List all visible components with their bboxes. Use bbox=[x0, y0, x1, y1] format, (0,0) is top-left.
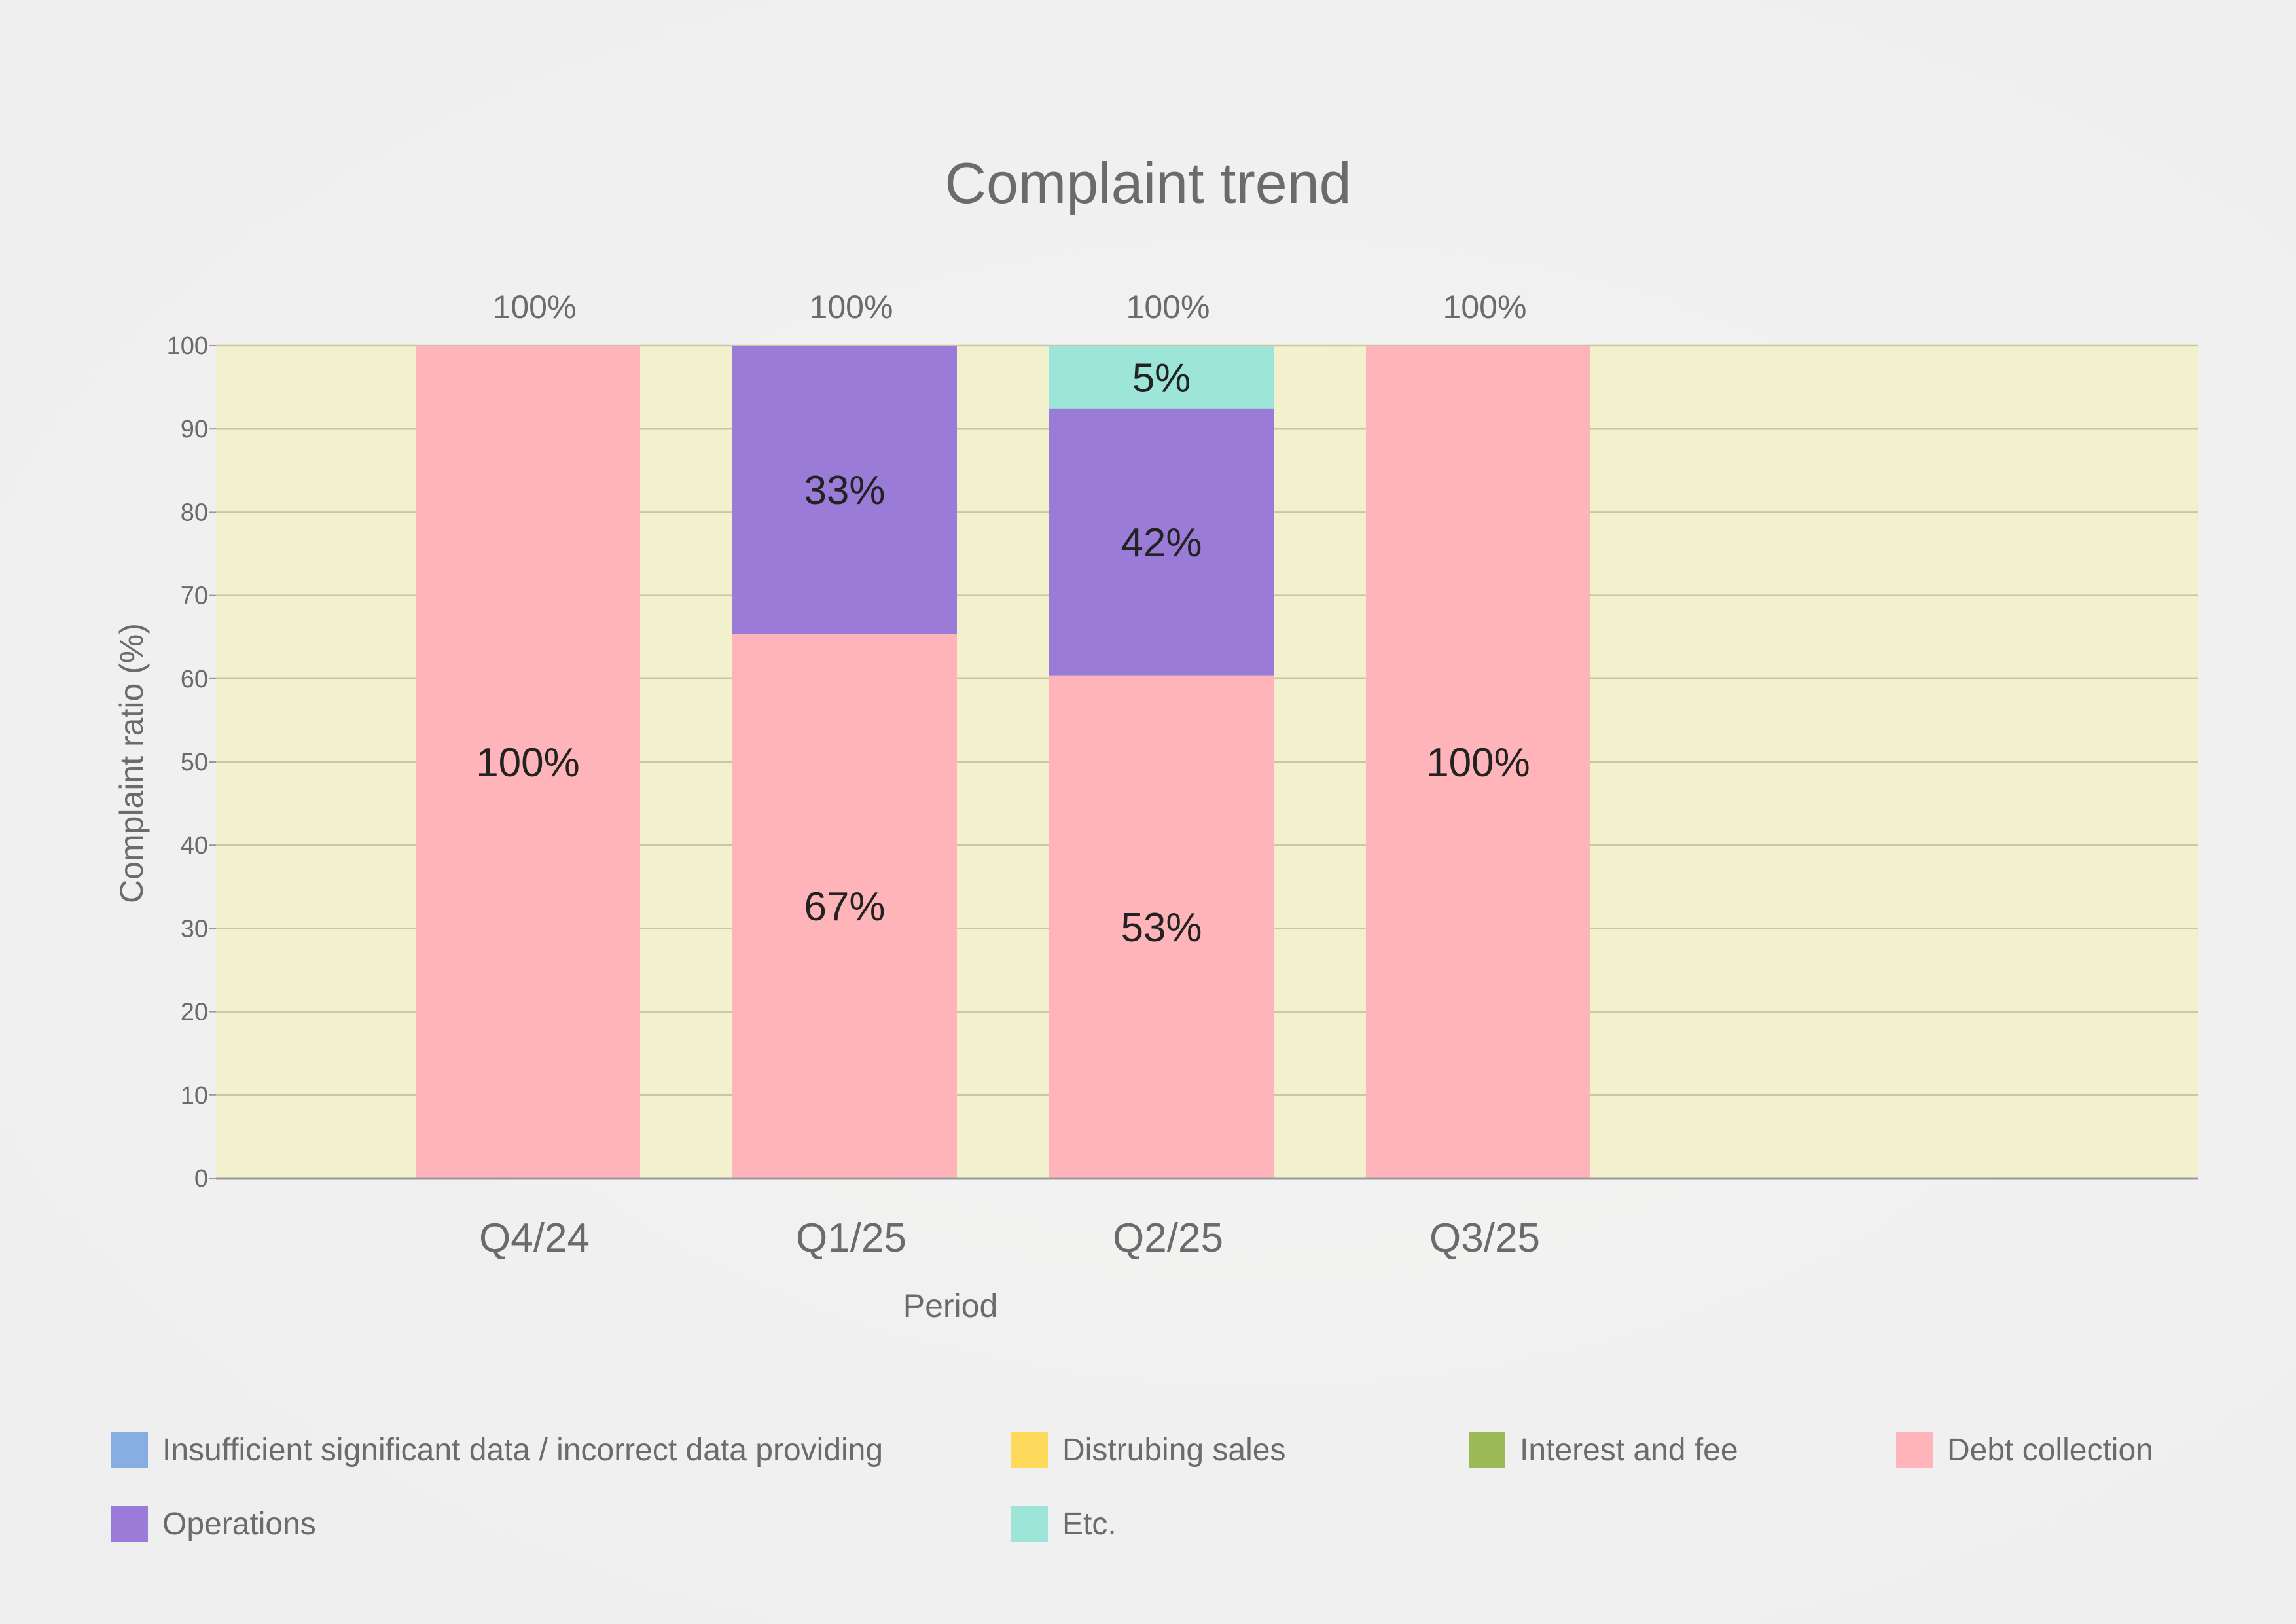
total-label: 100% bbox=[1443, 289, 1527, 325]
bar-segment bbox=[1049, 346, 1274, 409]
data-label: 100% bbox=[1426, 740, 1530, 785]
y-tick-label: 30 bbox=[181, 915, 208, 943]
x-tick-label: Q4/24 bbox=[479, 1216, 590, 1261]
legend-swatch bbox=[1011, 1432, 1048, 1468]
bar-segment bbox=[1049, 408, 1274, 676]
x-axis-title: Period bbox=[903, 1288, 998, 1324]
bar-segment bbox=[1049, 675, 1274, 1178]
total-label: 100% bbox=[493, 289, 577, 325]
y-axis-title: Complaint ratio (%) bbox=[113, 623, 150, 903]
y-tick-label: 0 bbox=[194, 1165, 208, 1193]
axes: 0 10 20 30 40 50 60 70 80 90 100 Q4/24 Q1/25 Q2/25 Q3/… bbox=[167, 333, 2198, 1261]
legend: Insufficient significant data / incorrec… bbox=[111, 1432, 2153, 1542]
legend-swatch bbox=[1011, 1506, 1048, 1542]
y-tick-label: 100 bbox=[167, 333, 208, 360]
legend-swatch bbox=[1469, 1432, 1505, 1468]
legend-label: Etc. bbox=[1062, 1507, 1117, 1542]
bar-segment bbox=[416, 346, 640, 1178]
x-tick-label: Q1/25 bbox=[796, 1216, 906, 1261]
x-tick-label: Q3/25 bbox=[1429, 1216, 1540, 1261]
y-tick-label: 50 bbox=[181, 749, 208, 776]
legend-label: Distrubing sales bbox=[1062, 1433, 1285, 1468]
legend-swatch bbox=[1896, 1432, 1933, 1468]
data-label: 33% bbox=[804, 468, 885, 513]
y-tick-label: 70 bbox=[181, 583, 208, 610]
x-tick-label: Q2/25 bbox=[1113, 1216, 1223, 1261]
total-label: 100% bbox=[810, 289, 893, 325]
data-label: 67% bbox=[804, 884, 885, 929]
bar-segment bbox=[732, 346, 957, 634]
bars bbox=[416, 346, 1590, 1178]
data-label: 42% bbox=[1121, 520, 1202, 566]
data-label: 5% bbox=[1132, 355, 1191, 401]
y-tick-label: 40 bbox=[181, 832, 208, 859]
bar-segment bbox=[1366, 346, 1590, 1178]
y-tick-label: 60 bbox=[181, 666, 208, 693]
data-label: 100% bbox=[476, 740, 580, 785]
chart-title: Complaint trend bbox=[944, 151, 1351, 215]
y-tick-label: 20 bbox=[181, 999, 208, 1026]
total-label: 100% bbox=[1126, 289, 1210, 325]
y-tick-label: 90 bbox=[181, 416, 208, 443]
legend-swatch bbox=[111, 1432, 148, 1468]
legend-label: Operations bbox=[162, 1507, 316, 1542]
y-tick-label: 10 bbox=[181, 1082, 208, 1110]
legend-label: Interest and fee bbox=[1520, 1433, 1738, 1468]
data-labels: 100% 100% 67% 33% 100% 53% 42% 5% 100% 100% 100% bbox=[476, 289, 1530, 950]
bar-segment bbox=[732, 634, 957, 1178]
data-label: 53% bbox=[1121, 905, 1202, 950]
legend-label: Insufficient significant data / incorrec… bbox=[162, 1433, 883, 1468]
y-tick-label: 80 bbox=[181, 499, 208, 526]
legend-label: Debt collection bbox=[1947, 1433, 2153, 1468]
legend-swatch bbox=[111, 1506, 148, 1542]
